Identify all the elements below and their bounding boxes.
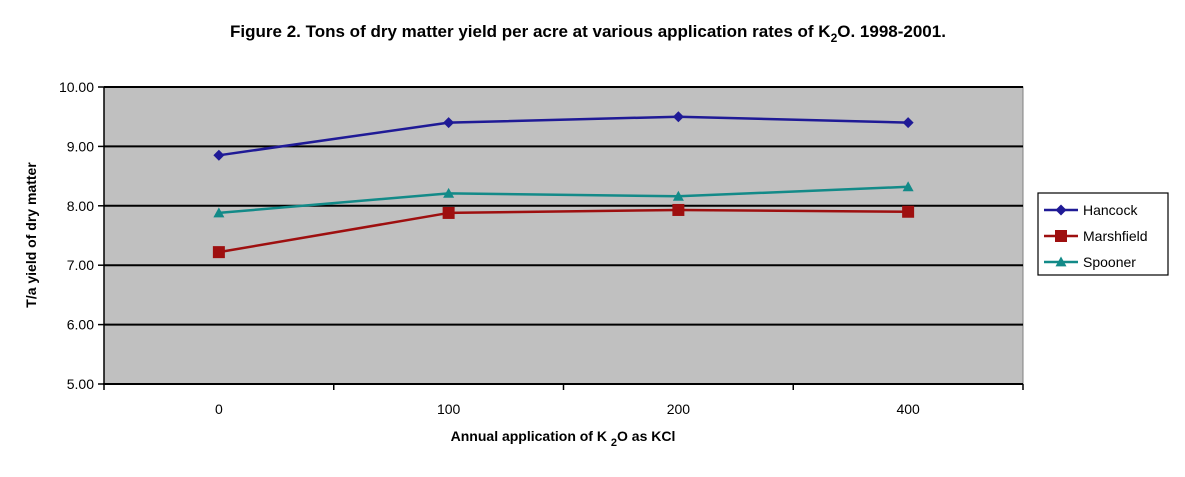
y-tick-label-10.00: 10.00 — [59, 79, 94, 95]
point-marshfield-0 — [212, 246, 225, 259]
series-line-spooner — [218, 185, 909, 215]
point-spooner-100 — [443, 187, 455, 198]
point-marshfield-400 — [902, 205, 915, 218]
series-spooner — [213, 181, 914, 218]
series-line-marshfield — [218, 208, 909, 254]
series — [212, 111, 915, 259]
y-tick-label-6.00: 6.00 — [67, 317, 94, 333]
point-hancock-200 — [672, 111, 684, 123]
x-tick-label-200: 200 — [667, 401, 691, 417]
x-tick-label-100: 100 — [437, 401, 461, 417]
y-tick-label-5.00: 5.00 — [67, 376, 94, 392]
point-spooner-400 — [902, 181, 914, 192]
x-axis-title: Annual application of K 2O as KCl — [451, 428, 676, 449]
legend: Hancock Marshfield Spooner — [1037, 192, 1169, 276]
point-marshfield-100 — [442, 206, 455, 219]
y-tick-label-7.00: 7.00 — [67, 257, 94, 273]
point-spooner-0 — [213, 207, 225, 218]
point-hancock-400 — [902, 117, 914, 129]
x-tick-labels: 0 100 200 400 — [215, 401, 920, 417]
series-line-hancock — [218, 115, 909, 157]
y-axis-title: T/a yield of dry matter — [23, 162, 39, 308]
chart-title: Figure 2. Tons of dry matter yield per a… — [230, 22, 946, 45]
legend-marker-marshfield — [1055, 230, 1067, 242]
legend-label-marshfield: Marshfield — [1083, 228, 1148, 244]
x-tick-label-400: 400 — [896, 401, 920, 417]
gridlines — [104, 86, 1023, 326]
legend-label-spooner: Spooner — [1083, 254, 1136, 270]
legend-marker-spooner — [1055, 256, 1067, 267]
point-marshfield-200 — [672, 203, 685, 216]
point-spooner-200 — [672, 190, 684, 201]
axes — [98, 86, 1024, 390]
point-hancock-100 — [443, 117, 455, 129]
legend-label-hancock: Hancock — [1083, 202, 1138, 218]
y-tick-labels: 5.00 6.00 7.00 8.00 9.00 10.00 — [59, 79, 94, 392]
legend-marker-hancock — [1055, 204, 1067, 216]
point-hancock-0 — [213, 149, 225, 161]
y-tick-label-8.00: 8.00 — [67, 198, 94, 214]
y-tick-label-9.00: 9.00 — [67, 138, 94, 154]
x-tick-label-0: 0 — [215, 401, 223, 417]
series-marshfield — [212, 203, 915, 259]
series-hancock — [213, 111, 914, 161]
plot-area — [103, 86, 1024, 385]
